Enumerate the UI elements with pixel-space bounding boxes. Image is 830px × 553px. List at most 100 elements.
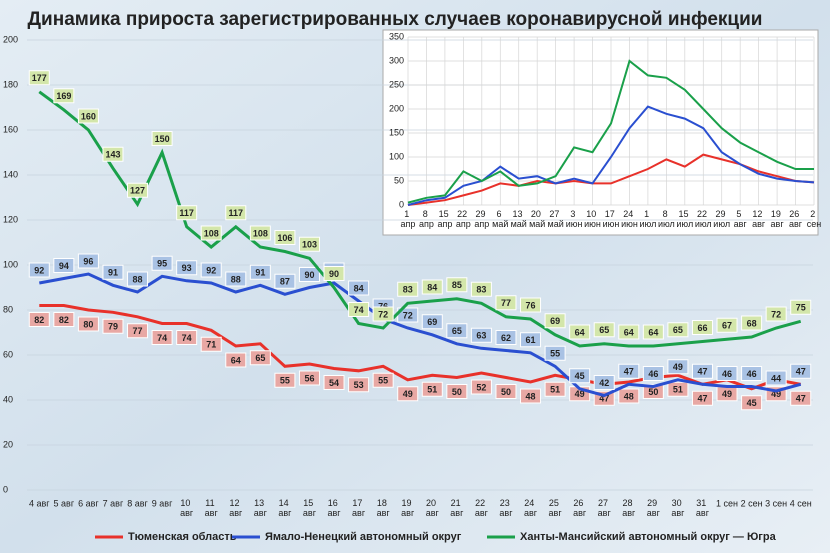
- y-tick-label: 120: [3, 214, 18, 224]
- value-label: 75: [796, 303, 806, 313]
- value-label: 64: [231, 355, 241, 365]
- y-tick-label: 350: [389, 31, 404, 41]
- value-label-box: [520, 332, 542, 348]
- value-label: 72: [771, 309, 781, 319]
- value-label: 49: [673, 362, 683, 372]
- x-tick-label: 19 авг: [401, 498, 415, 518]
- value-label: 72: [378, 309, 388, 319]
- value-label: 84: [427, 282, 437, 292]
- value-label-box: [151, 131, 173, 146]
- x-tick-label: 22 июл: [695, 209, 712, 229]
- value-label-box: [618, 363, 640, 379]
- value-label: 47: [697, 394, 707, 404]
- value-label: 47: [697, 367, 707, 377]
- value-label-box: [470, 379, 492, 395]
- value-label-box: [225, 271, 247, 287]
- value-label: 48: [624, 391, 634, 401]
- value-label-box: [151, 330, 173, 345]
- y-tick-label: 160: [3, 124, 18, 134]
- x-tick-label: 23 авг: [499, 498, 513, 518]
- value-label: 47: [796, 394, 806, 404]
- x-tick-label: 29 июл: [713, 209, 730, 229]
- x-tick-label: 31 авг: [696, 498, 710, 518]
- value-label: 117: [179, 208, 194, 218]
- value-label-box: [77, 108, 99, 124]
- x-tick-label: 15 июл: [676, 209, 693, 229]
- value-label: 88: [133, 274, 143, 284]
- value-label: 90: [304, 270, 314, 280]
- value-label-box: [667, 359, 689, 375]
- value-label-box: [77, 316, 99, 332]
- value-label: 49: [722, 389, 732, 399]
- value-label: 63: [476, 331, 486, 341]
- y-tick-label: 60: [3, 349, 13, 359]
- value-label: 54: [329, 378, 339, 388]
- value-label-box: [495, 330, 517, 345]
- value-label-box: [446, 277, 468, 293]
- value-label-box: [348, 302, 370, 317]
- x-tick-label: 8 авг: [127, 498, 148, 508]
- value-label: 42: [599, 378, 609, 388]
- value-label-box: [53, 312, 75, 327]
- value-label: 46: [648, 369, 658, 379]
- chart-title: Динамика прироста зарегистрированных слу…: [28, 9, 763, 30]
- x-tick-label: 1 июл: [639, 209, 656, 229]
- value-label: 72: [403, 310, 413, 320]
- value-label: 44: [771, 373, 781, 383]
- value-label-box: [102, 146, 124, 162]
- y-tick-label: 200: [389, 103, 404, 113]
- value-label-box: [544, 345, 566, 361]
- value-label: 92: [34, 265, 44, 275]
- x-tick-label: 4 сен: [790, 498, 812, 508]
- value-label: 65: [599, 325, 609, 335]
- value-label: 74: [182, 333, 192, 343]
- value-label-box: [102, 264, 124, 280]
- value-label: 76: [378, 301, 388, 311]
- value-label: 83: [403, 285, 413, 295]
- value-label-box: [274, 273, 296, 289]
- value-label: 48: [526, 391, 536, 401]
- value-label: 55: [280, 376, 290, 386]
- value-label-box: [200, 225, 222, 241]
- value-label-box: [127, 182, 149, 198]
- x-tick-label: 29 авг: [647, 498, 661, 518]
- value-label-box: [790, 390, 812, 406]
- value-label: 50: [452, 387, 462, 397]
- value-label: 50: [501, 387, 511, 397]
- value-label-box: [544, 313, 566, 329]
- value-label: 47: [624, 367, 634, 377]
- x-tick-label: 22 апр: [456, 209, 471, 229]
- x-tick-label: 17 июн: [603, 209, 620, 229]
- value-label-box: [298, 370, 320, 386]
- value-label: 177: [32, 73, 47, 83]
- x-tick-label: 27 май: [548, 209, 564, 229]
- value-label-box: [593, 322, 615, 338]
- value-label: 71: [206, 340, 216, 350]
- value-label-box: [102, 318, 124, 334]
- x-tick-label: 13 май: [511, 209, 527, 229]
- value-label: 85: [452, 280, 462, 290]
- x-tick-label: 21 авг: [450, 498, 464, 518]
- y-tick-label: 80: [3, 304, 13, 314]
- value-label-box: [28, 262, 50, 278]
- value-label: 51: [550, 385, 560, 395]
- x-tick-label: 4 авг: [29, 498, 50, 508]
- value-label-box: [53, 88, 75, 104]
- y-tick-label: 20: [3, 439, 13, 449]
- value-label: 49: [771, 389, 781, 399]
- x-tick-label: 29 апр: [474, 209, 489, 229]
- value-label-box: [495, 384, 517, 399]
- x-tick-label: 30 авг: [671, 498, 685, 518]
- value-label: 66: [697, 323, 707, 333]
- value-label-box: [225, 352, 247, 368]
- x-tick-label: 16 авг: [327, 498, 341, 518]
- value-label: 46: [722, 369, 732, 379]
- x-tick-label: 18 авг: [377, 498, 391, 518]
- legend-label: Ямало-Ненецкий автономный округ: [265, 531, 462, 543]
- value-label: 92: [206, 265, 216, 275]
- value-label-box: [127, 323, 149, 339]
- value-label: 46: [747, 369, 757, 379]
- value-label-box: [176, 330, 198, 345]
- value-label: 169: [56, 91, 71, 101]
